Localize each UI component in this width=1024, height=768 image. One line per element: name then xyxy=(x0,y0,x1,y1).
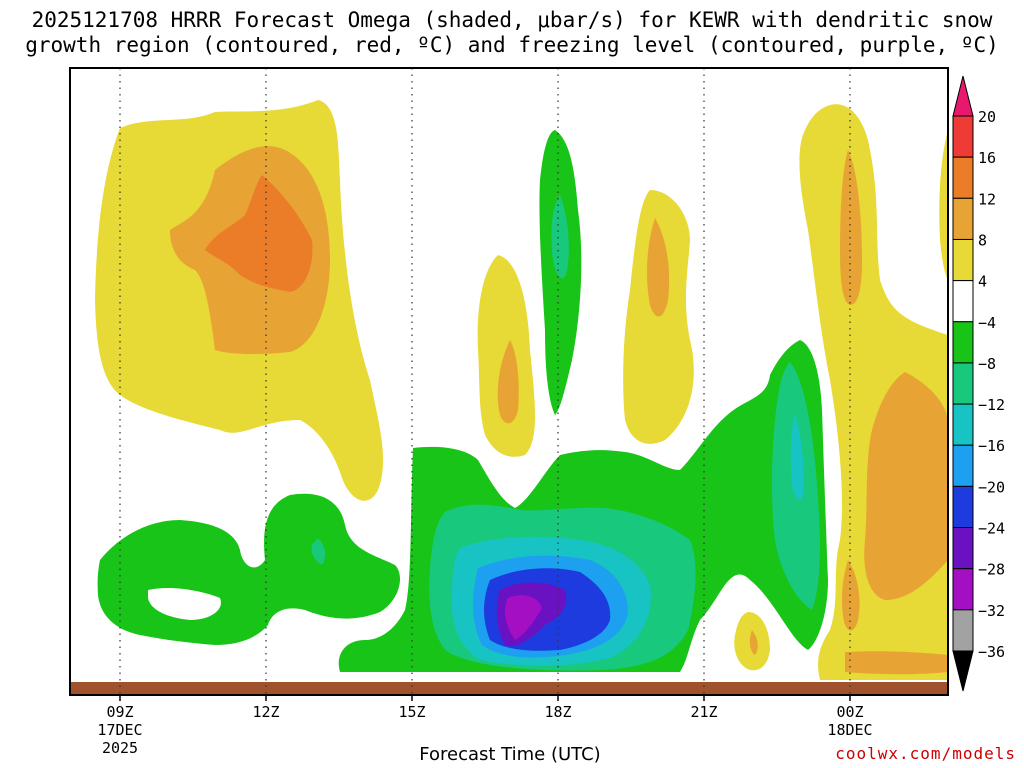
omega-region-teal-left xyxy=(311,538,326,565)
x-tick-label-time: 09Z xyxy=(106,703,133,721)
omega-region-white-hole-left xyxy=(148,587,221,620)
omega-region-dark-orange-upper-left xyxy=(205,175,313,292)
colorbar-segment xyxy=(952,444,974,487)
x-axis-title: Forecast Time (UTC) xyxy=(419,744,601,765)
x-tick-label-date: 18DEC xyxy=(827,721,872,739)
omega-region-yellow-upper-center xyxy=(623,190,694,444)
colorbar-segment xyxy=(952,527,974,570)
credit-link[interactable]: coolwx.com/models xyxy=(835,744,1016,763)
omega-region-orange-right-floor xyxy=(845,651,948,675)
omega-region-orange-small xyxy=(749,630,758,655)
x-tick-label-year: 2025 xyxy=(102,739,138,757)
omega-region-violet-main xyxy=(504,595,542,640)
x-tick-label-time: 21Z xyxy=(690,703,717,721)
colorbar-segment xyxy=(952,238,974,282)
colorbar: 20 16 12 8 4 −4 −8 −12 −16 −20 −24 −28 −32 −36 xyxy=(952,75,1005,692)
omega-region-green-left xyxy=(97,493,400,645)
colorbar-segment xyxy=(952,403,974,446)
colorbar-label: 12 xyxy=(978,190,996,208)
omega-region-teal-top-center xyxy=(551,195,569,279)
colorbar-label: 8 xyxy=(978,231,987,249)
omega-region-orange-upper-mid xyxy=(497,340,519,424)
colorbar-segment xyxy=(952,485,974,529)
colorbar-segment xyxy=(952,321,974,364)
colorbar-label: −8 xyxy=(978,355,996,373)
colorbar-top-arrow xyxy=(952,75,974,117)
colorbar-label: −16 xyxy=(978,437,1005,455)
colorbar-segment xyxy=(952,156,974,199)
colorbar-label: −36 xyxy=(978,643,1005,661)
plot-frame xyxy=(69,67,949,696)
grid-lines xyxy=(119,68,851,695)
colorbar-segment xyxy=(952,280,974,323)
chart-title-line-2: growth region (contoured, red, ºC) and f… xyxy=(25,33,999,57)
omega-shading xyxy=(95,100,948,681)
colorbar-label: −12 xyxy=(978,396,1005,414)
omega-region-orange-right-bottom xyxy=(841,560,860,631)
colorbar-segment xyxy=(952,609,974,652)
omega-region-cyan-right xyxy=(790,415,804,501)
colorbar-label: 20 xyxy=(978,108,996,126)
x-tick-label-time: 18Z xyxy=(544,703,571,721)
colorbar-label: −32 xyxy=(978,602,1005,620)
colorbar-label: 16 xyxy=(978,149,996,167)
colorbar-segment xyxy=(952,197,974,240)
omega-region-orange-right-upper xyxy=(840,150,862,305)
colorbar-label: 4 xyxy=(978,273,987,291)
omega-region-orange-upper-center xyxy=(647,218,670,317)
colorbar-segment xyxy=(952,362,974,405)
colorbar-label: −28 xyxy=(978,561,1005,579)
colorbar-segment xyxy=(952,568,974,611)
omega-region-yellow-right-edge xyxy=(939,130,948,280)
colorbar-label: −20 xyxy=(978,478,1005,496)
colorbar-label: −4 xyxy=(978,314,996,332)
colorbar-segment xyxy=(952,115,974,158)
colorbar-label: −24 xyxy=(978,520,1005,538)
ground-surface-bar xyxy=(70,682,948,694)
chart-title-line-1: 2025121708 HRRR Forecast Omega (shaded, … xyxy=(31,8,993,32)
x-tick-label-time: 15Z xyxy=(398,703,425,721)
colorbar-bottom-arrow xyxy=(952,650,974,692)
omega-region-orange-right-lower xyxy=(864,372,948,600)
x-tick-label-time: 12Z xyxy=(252,703,279,721)
x-tick-label-time: 00Z xyxy=(836,703,863,721)
x-tick-label-date: 17DEC xyxy=(97,721,142,739)
